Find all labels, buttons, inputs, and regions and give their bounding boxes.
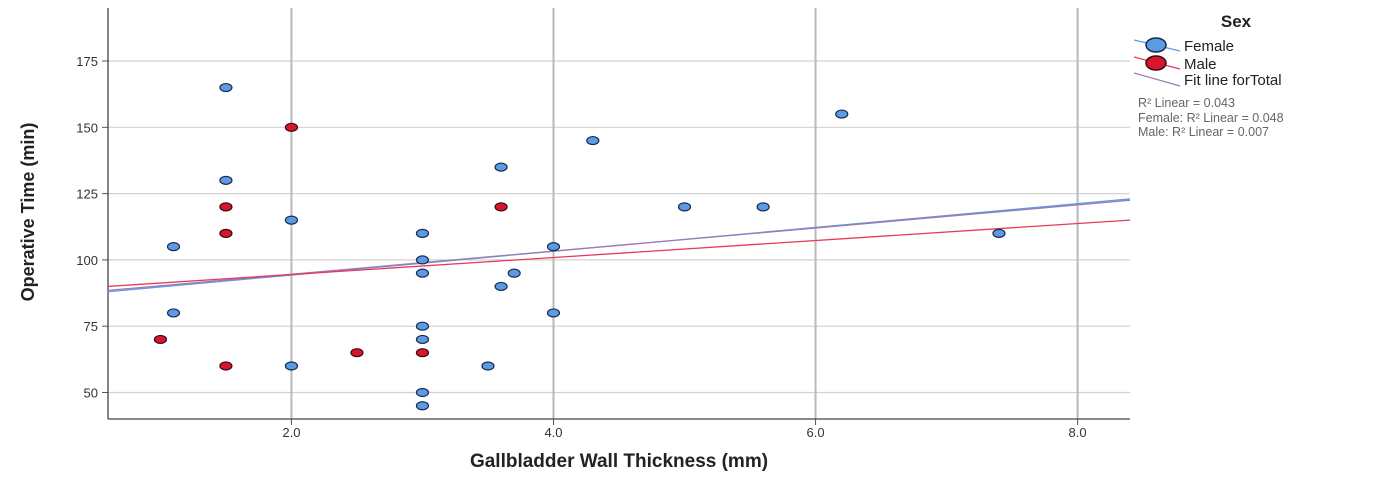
fit-line-male	[107, 219, 1131, 288]
point-male	[284, 122, 299, 132]
y-tick-label: 150	[76, 120, 98, 135]
legend-title: Sex	[1221, 12, 1252, 31]
point-male	[415, 348, 430, 358]
point-male	[219, 361, 233, 371]
x-tick-label: 6.0	[806, 425, 824, 440]
annotation-r2-total: R² Linear = 0.043	[1138, 96, 1235, 110]
x-tick-label: 4.0	[544, 425, 562, 440]
point-female	[219, 82, 233, 93]
annotation-r2-female: Female: R² Linear = 0.048	[1138, 111, 1284, 125]
point-female	[415, 255, 430, 265]
y-tick-label: 50	[84, 385, 98, 400]
point-male	[219, 202, 233, 212]
x-tick-label: 8.0	[1069, 425, 1087, 440]
x-axis-label: Gallbladder Wall Thickness (mm)	[470, 451, 768, 472]
point-female	[835, 109, 849, 119]
point-female	[166, 242, 181, 252]
point-female	[415, 401, 430, 411]
point-female	[284, 361, 299, 371]
point-female	[481, 361, 495, 371]
point-female	[677, 202, 692, 212]
point-male	[494, 202, 508, 212]
legend-male-marker	[1145, 55, 1167, 71]
point-female	[415, 268, 430, 278]
point-male	[153, 334, 168, 345]
point-male	[350, 348, 364, 358]
point-female	[415, 228, 430, 238]
grid-lines	[108, 8, 1130, 419]
point-female	[284, 215, 299, 225]
legend-fit-label: Fit line forTotal	[1184, 72, 1282, 89]
point-female	[415, 321, 430, 331]
legend: Sex Female Male Fit line forTotal R² Lin…	[1133, 12, 1284, 139]
y-tick-label: 75	[84, 319, 98, 334]
legend-male-label: Male	[1184, 56, 1217, 73]
fit-lines	[107, 198, 1131, 293]
axes	[102, 8, 1130, 425]
y-tick-label: 100	[76, 253, 98, 268]
data-points	[153, 82, 1006, 411]
legend-fit-line	[1133, 72, 1181, 87]
annotation-r2-male: Male: R² Linear = 0.007	[1138, 125, 1269, 139]
point-female	[992, 228, 1006, 238]
y-axis-label: Operative Time (min)	[18, 123, 38, 302]
legend-female-marker	[1145, 37, 1167, 53]
point-female	[546, 308, 561, 318]
legend-female-label: Female	[1184, 38, 1234, 55]
tick-labels: 50 75 100 125 150 175 2.0 4.0 6.0 8.0	[76, 54, 1086, 440]
point-female	[415, 334, 430, 345]
point-female	[219, 175, 233, 185]
point-female	[494, 281, 508, 292]
point-female	[166, 308, 181, 318]
point-female	[546, 242, 561, 252]
point-female	[415, 387, 430, 398]
x-tick-label: 2.0	[282, 425, 300, 440]
point-female	[507, 268, 521, 278]
point-female	[586, 135, 600, 146]
point-female	[494, 162, 508, 172]
point-female	[756, 202, 770, 212]
y-tick-label: 125	[76, 187, 98, 202]
point-male	[219, 228, 233, 238]
y-tick-label: 175	[76, 54, 98, 69]
